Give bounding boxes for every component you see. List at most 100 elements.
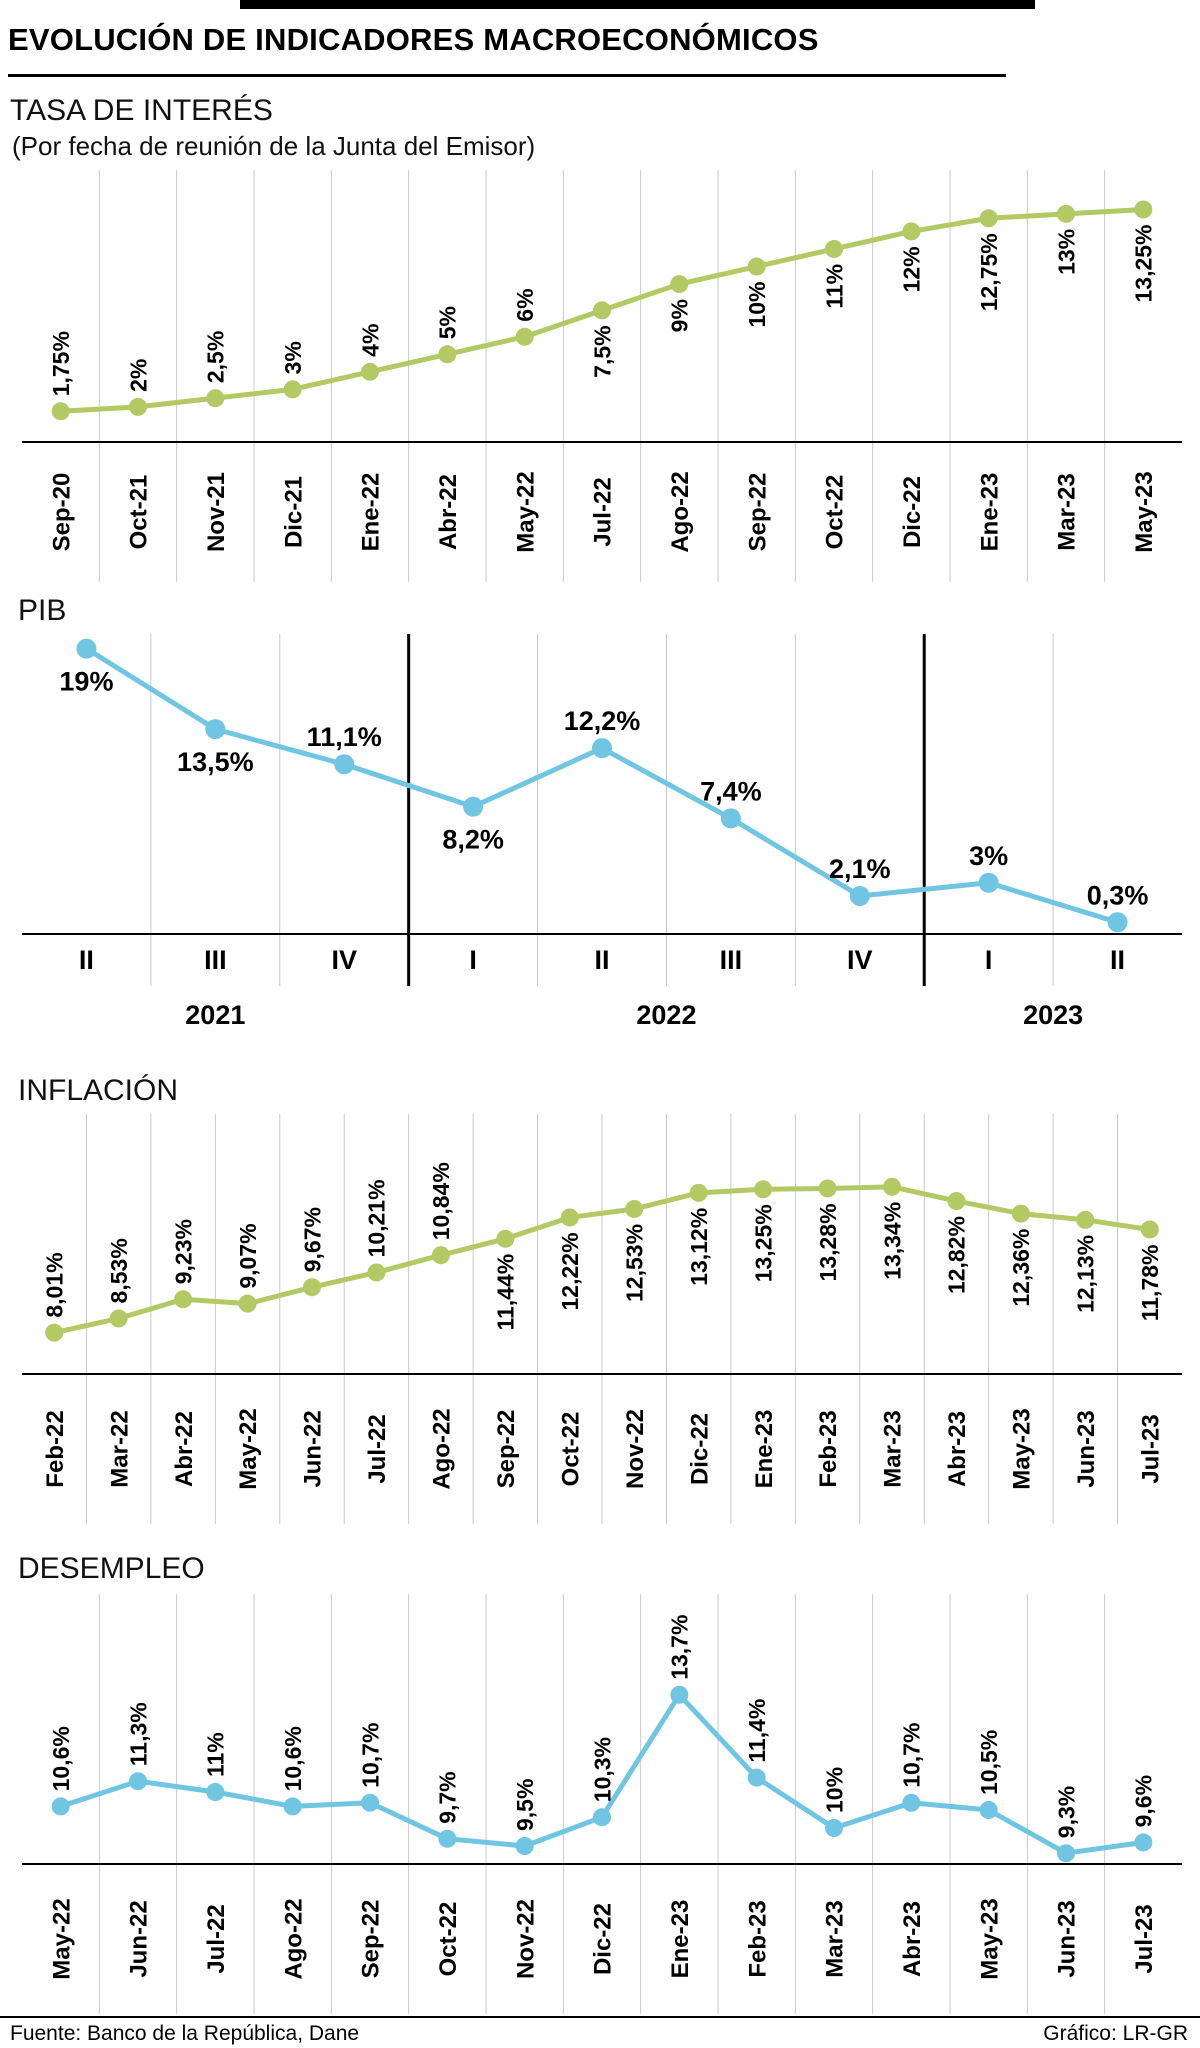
value-label: 11,1%: [307, 722, 382, 752]
x-tick-label: May-23: [1131, 471, 1158, 552]
value-label: 10,7%: [899, 1723, 925, 1788]
data-point: [670, 275, 689, 294]
chart-svg-tasa-de-interes: 1,75% 2% 2,5% 3% 4% 5% 6% 7,5% 9% 10% 11% 12% 12,75%…: [22, 170, 1182, 582]
data-point: [334, 754, 355, 775]
page-title: EVOLUCIÓN DE INDICADORES MACROECONÓMICOS: [8, 22, 819, 57]
x-tick-label: May-22: [512, 471, 539, 552]
value-label: 4%: [357, 324, 383, 357]
value-label: 10%: [744, 282, 770, 328]
value-label: 7,4%: [700, 776, 762, 806]
chart-title-inflacion: INFLACIÓN: [18, 1074, 179, 1107]
x-tick-label: I: [985, 945, 993, 975]
value-label: 11,78%: [1137, 1244, 1163, 1321]
data-point: [515, 327, 534, 346]
x-tick-label: Ago-22: [429, 1408, 456, 1489]
chart-title-pib: PIB: [18, 594, 67, 627]
x-tick-label: Ago-22: [667, 471, 694, 552]
x-tick-label: Oct-21: [126, 475, 153, 550]
data-point: [463, 796, 484, 817]
data-point: [747, 257, 766, 276]
value-label: 13%: [1053, 229, 1079, 275]
x-tick-label: IV: [847, 945, 873, 975]
data-point: [361, 362, 379, 381]
data-point: [76, 638, 97, 659]
x-tick-label: Abr-23: [899, 1901, 926, 1977]
value-label: 8,53%: [106, 1238, 132, 1303]
data-point: [754, 1180, 773, 1199]
chart-subtitle-tasa-de-interes: (Por fecha de reunión de la Junta del Em…: [12, 131, 536, 161]
x-tick-label: I: [469, 945, 477, 975]
value-label: 11%: [821, 264, 847, 309]
x-tick-label: Ene-23: [976, 473, 1003, 552]
value-label: 10,21%: [364, 1179, 390, 1257]
title-rule: [8, 74, 1006, 77]
data-point: [109, 1309, 128, 1328]
chart-title-tasa-de-interes: TASA DE INTERÉS: [10, 94, 273, 127]
data-point: [979, 1801, 998, 1819]
data-point: [367, 1263, 386, 1282]
x-tick-label: II: [79, 945, 94, 975]
value-label: 9,7%: [435, 1771, 461, 1823]
data-point: [1134, 1833, 1153, 1852]
chart-desempleo: 10,6% 11,3% 11% 10,6% 10,7% 9,7% 9,5% 10,3% 13,7…: [22, 1594, 1182, 2019]
data-point: [51, 402, 70, 421]
data-point: [978, 872, 999, 893]
x-tick-label: Feb-23: [744, 1900, 771, 1977]
data-point: [238, 1294, 257, 1313]
data-point: [283, 1797, 302, 1816]
x-tick-label: Nov-22: [622, 1409, 649, 1489]
value-label: 9,23%: [170, 1219, 196, 1284]
value-label: 3%: [969, 841, 1008, 871]
data-point: [947, 1192, 966, 1211]
x-tick-label: Jun-22: [300, 1410, 327, 1487]
x-tick-label: IV: [331, 945, 357, 975]
value-label: 9,6%: [1131, 1775, 1157, 1827]
data-point: [1057, 1844, 1075, 1863]
x-tick-label: Jul-23: [1137, 1414, 1164, 1483]
data-point: [1140, 1220, 1159, 1239]
data-point: [825, 1819, 843, 1837]
value-label: 9,5%: [512, 1779, 538, 1831]
data-point: [438, 1829, 457, 1848]
footer-rule: [0, 2016, 1200, 2018]
x-tick-label: Jun-23: [1054, 1900, 1081, 1977]
x-tick-label: Feb-23: [815, 1410, 842, 1487]
data-point: [206, 389, 225, 408]
chart-svg-pib: 19%13,5%11,1%8,2%12,2%7,4%2,1% 3%0,3%II II…: [22, 634, 1182, 1030]
value-label: 10,84%: [428, 1162, 454, 1240]
x-tick-label: Dic-22: [899, 476, 926, 548]
data-point: [747, 1768, 766, 1787]
x-tick-label: II: [594, 945, 609, 975]
x-tick-label: Abr-22: [435, 474, 462, 550]
x-tick-label: Nov-21: [203, 472, 230, 552]
value-label: 12%: [899, 246, 925, 292]
data-point: [1076, 1210, 1095, 1229]
value-label: 2,5%: [203, 331, 229, 383]
line-series: [51, 1184, 1153, 1336]
year-label: 2022: [636, 1000, 696, 1030]
data-point: [361, 1793, 379, 1812]
data-point: [625, 1199, 644, 1218]
x-tick-label: Jul-22: [203, 1904, 230, 1973]
x-tick-label: Oct-22: [557, 1412, 584, 1487]
x-tick-label: Mar-22: [106, 1410, 133, 1487]
data-point: [883, 1177, 901, 1196]
value-label: 6%: [512, 288, 538, 321]
value-label: 11,44%: [493, 1254, 519, 1331]
x-tick-label: Dic-22: [686, 1413, 713, 1485]
x-tick-label: II: [1110, 945, 1125, 975]
data-point: [592, 738, 612, 759]
value-label: 13,7%: [667, 1615, 693, 1680]
x-tick-label: May-23: [976, 1898, 1003, 1979]
x-tick-label: Mar-23: [880, 1410, 907, 1487]
value-label: 8,01%: [42, 1252, 68, 1317]
value-label: 13,12%: [686, 1208, 712, 1286]
x-tick-label: May-22: [235, 1408, 262, 1489]
value-label: 10,6%: [48, 1726, 74, 1791]
data-point: [689, 1183, 708, 1202]
x-tick-label: Ene-23: [667, 1900, 694, 1979]
x-tick-label: Mar-23: [822, 1900, 849, 1977]
value-label: 12,36%: [1008, 1229, 1034, 1307]
line-series: [83, 646, 1121, 925]
x-tick-label: Sep-22: [358, 1900, 385, 1979]
